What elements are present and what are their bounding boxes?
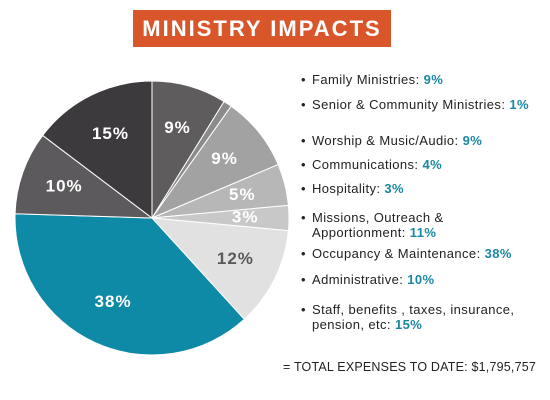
legend-entry: Occupancy & Maintenance: 38%: [300, 246, 536, 261]
data-label: 10%: [46, 177, 83, 196]
data-label: 3%: [232, 207, 259, 226]
legend-label: Family Ministries:: [312, 72, 420, 87]
legend-entry: Staff, benefits , taxes, insurance, pens…: [300, 302, 536, 332]
legend-entry: Communications: 4%: [300, 157, 536, 172]
data-label: 38%: [95, 292, 132, 311]
data-label: 9%: [211, 149, 238, 168]
data-label: 9%: [164, 118, 191, 137]
legend-value: 3%: [384, 181, 404, 196]
legend-value: 11%: [409, 225, 437, 240]
legend-value: 15%: [394, 317, 423, 332]
legend-label: Senior & Community Ministries:: [312, 97, 506, 112]
legend-label: Communications:: [312, 157, 419, 172]
pie-slice: [41, 80, 153, 220]
pie-slice: [150, 217, 289, 320]
legend-value: 9%: [423, 72, 444, 87]
legend-entry: Hospitality: 3%: [300, 181, 536, 196]
legend-label: Staff, benefits , taxes, insurance, pens…: [312, 302, 515, 332]
data-label: 5%: [229, 185, 256, 204]
data-label: 12%: [217, 249, 254, 268]
data-label: 15%: [92, 124, 129, 143]
legend-value: 1%: [509, 97, 529, 112]
legend-value: 10%: [407, 272, 435, 287]
legend-entry: Worship & Music/Audio: 9%: [300, 133, 536, 148]
pie-slice: [14, 134, 154, 219]
legend-label: Missions, Outreach & Apportionment:: [312, 210, 444, 240]
legend-label: Administrative:: [312, 272, 404, 287]
footer: = TOTAL EXPENSES TO DATE: $1,795,757: [283, 360, 537, 374]
legend-entry: Missions, Outreach & Apportionment: 11%: [300, 210, 536, 240]
legend-value: 38%: [484, 246, 512, 261]
legend-label: Occupancy & Maintenance:: [312, 246, 481, 261]
pie-slice: [14, 213, 246, 356]
chart-title: MINISTRY IMPACTS: [133, 10, 391, 47]
legend-label: Worship & Music/Audio:: [312, 133, 459, 148]
legend-entry: Senior & Community Ministries: 1%: [300, 97, 536, 112]
legend-entry: Family Ministries: 9%: [300, 72, 536, 87]
legend-label: Hospitality:: [312, 181, 381, 196]
legend-value: 4%: [422, 157, 443, 172]
legend-value: 9%: [462, 133, 483, 148]
legend-entry: Administrative: 10%: [300, 272, 536, 287]
